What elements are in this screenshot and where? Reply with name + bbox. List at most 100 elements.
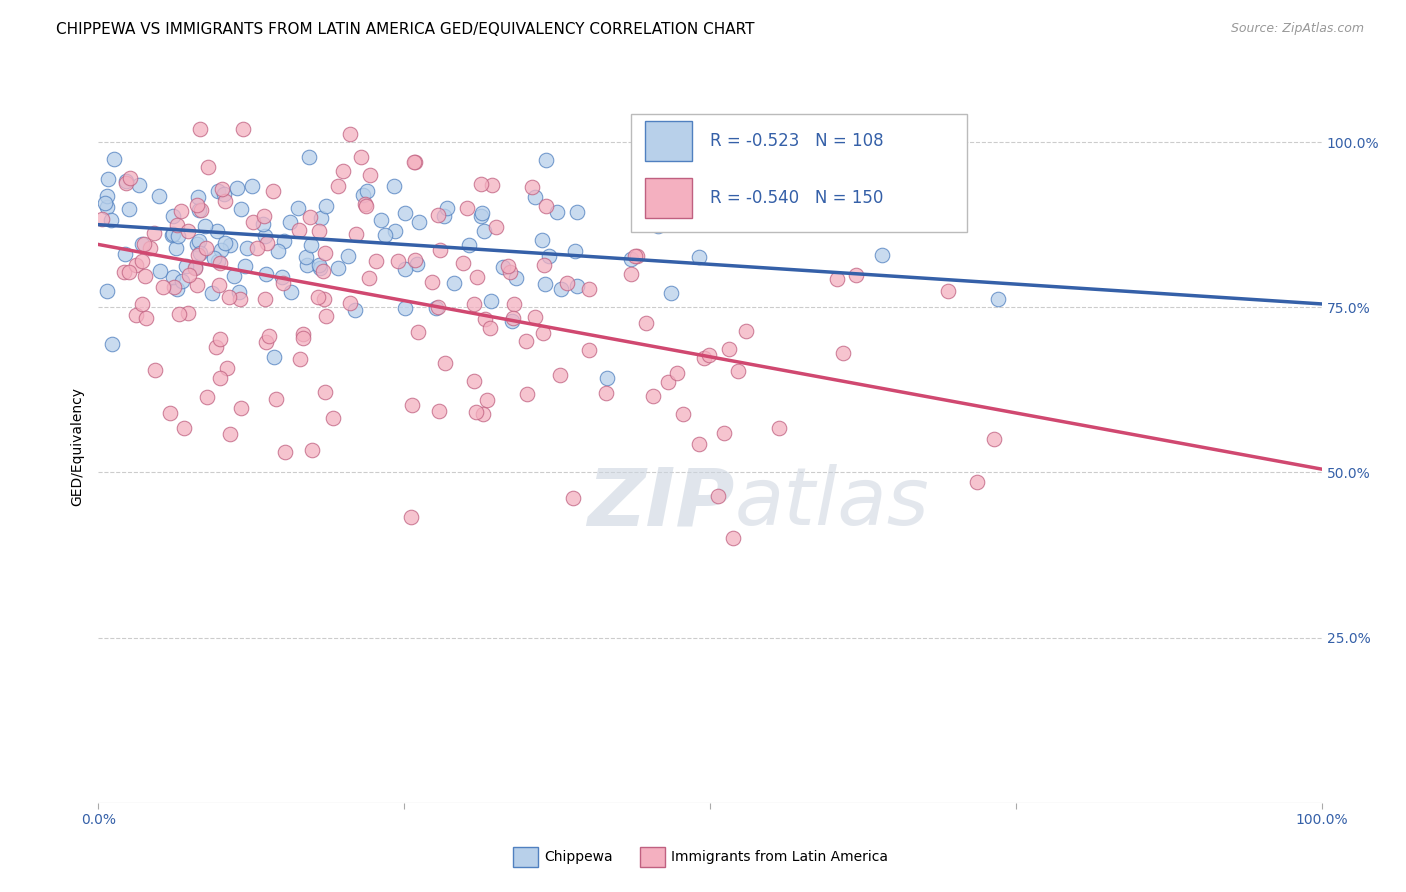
Point	[620, 252, 643, 266]
Point	[309, 261, 332, 276]
Point	[274, 445, 297, 459]
Point	[966, 475, 988, 490]
Point	[624, 249, 647, 263]
Point	[472, 224, 495, 238]
Text: CHIPPEWA VS IMMIGRANTS FROM LATIN AMERICA GED/EQUIVALENCY CORRELATION CHART: CHIPPEWA VS IMMIGRANTS FROM LATIN AMERIC…	[56, 22, 755, 37]
Point	[394, 206, 416, 220]
Point	[114, 176, 136, 190]
Point	[103, 153, 125, 167]
Point	[287, 223, 309, 237]
Point	[131, 236, 153, 251]
Point	[214, 186, 236, 201]
Point	[118, 170, 141, 185]
Point	[723, 531, 745, 545]
Point	[218, 427, 240, 442]
Point	[254, 267, 277, 281]
Point	[399, 510, 422, 524]
Point	[202, 251, 225, 265]
Point	[451, 256, 474, 270]
Point	[501, 314, 523, 328]
Point	[322, 411, 344, 425]
Point	[314, 385, 336, 400]
Text: atlas: atlas	[734, 464, 929, 542]
Point	[470, 209, 492, 223]
Point	[534, 199, 557, 213]
Point	[595, 385, 617, 400]
Point	[502, 311, 524, 326]
Point	[870, 248, 893, 262]
Point	[118, 202, 141, 216]
Point	[131, 297, 153, 311]
Point	[208, 371, 231, 385]
Point	[425, 301, 447, 315]
Point	[190, 202, 212, 217]
Point	[187, 248, 209, 262]
Point	[174, 259, 197, 273]
Point	[433, 356, 456, 370]
Point	[262, 184, 284, 198]
Point	[523, 310, 546, 324]
Point	[135, 311, 157, 326]
Point	[195, 242, 218, 256]
Point	[197, 160, 219, 174]
Point	[665, 366, 688, 380]
Point	[404, 253, 426, 268]
Point	[170, 204, 193, 219]
Point	[734, 324, 756, 338]
Point	[463, 297, 485, 311]
Point	[96, 284, 118, 298]
Point	[474, 312, 496, 326]
Point	[408, 215, 430, 229]
Point	[162, 209, 184, 223]
Point	[619, 267, 641, 281]
Point	[183, 260, 205, 274]
Point	[218, 238, 240, 252]
Point	[565, 204, 588, 219]
Point	[768, 421, 790, 435]
Point	[159, 407, 181, 421]
Point	[271, 270, 294, 285]
Point	[534, 153, 557, 167]
Point	[727, 364, 749, 378]
Point	[112, 265, 135, 279]
Point	[332, 163, 354, 178]
Point	[134, 268, 156, 283]
Point	[643, 388, 665, 402]
Point	[287, 202, 309, 216]
Point	[177, 224, 200, 238]
Point	[382, 179, 405, 194]
Point	[401, 397, 423, 411]
Point	[294, 250, 316, 264]
Point	[515, 334, 537, 349]
Point	[578, 282, 600, 296]
Text: Chippewa: Chippewa	[544, 850, 613, 864]
Point	[394, 262, 416, 277]
Point	[315, 199, 337, 213]
Point	[659, 285, 682, 300]
Point	[97, 172, 120, 186]
Point	[315, 309, 337, 323]
Point	[550, 282, 572, 296]
Point	[163, 280, 186, 294]
Point	[936, 284, 959, 298]
Point	[481, 178, 503, 192]
Point	[308, 259, 330, 273]
Point	[530, 233, 553, 247]
Point	[471, 206, 494, 220]
Point	[246, 241, 269, 255]
Point	[229, 401, 252, 415]
Point	[165, 241, 187, 255]
Point	[252, 217, 274, 231]
Point	[166, 282, 188, 296]
Point	[166, 218, 188, 232]
Point	[278, 215, 301, 229]
Point	[384, 224, 406, 238]
Point	[832, 346, 855, 360]
Point	[188, 245, 211, 260]
Point	[295, 258, 318, 272]
Point	[208, 332, 231, 346]
Point	[173, 421, 195, 435]
Point	[657, 375, 679, 389]
Point	[520, 179, 543, 194]
Point	[205, 224, 228, 238]
